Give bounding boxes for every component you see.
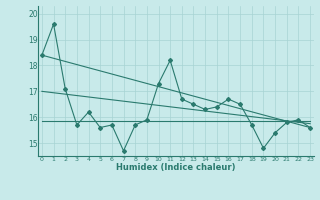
X-axis label: Humidex (Indice chaleur): Humidex (Indice chaleur) [116, 163, 236, 172]
